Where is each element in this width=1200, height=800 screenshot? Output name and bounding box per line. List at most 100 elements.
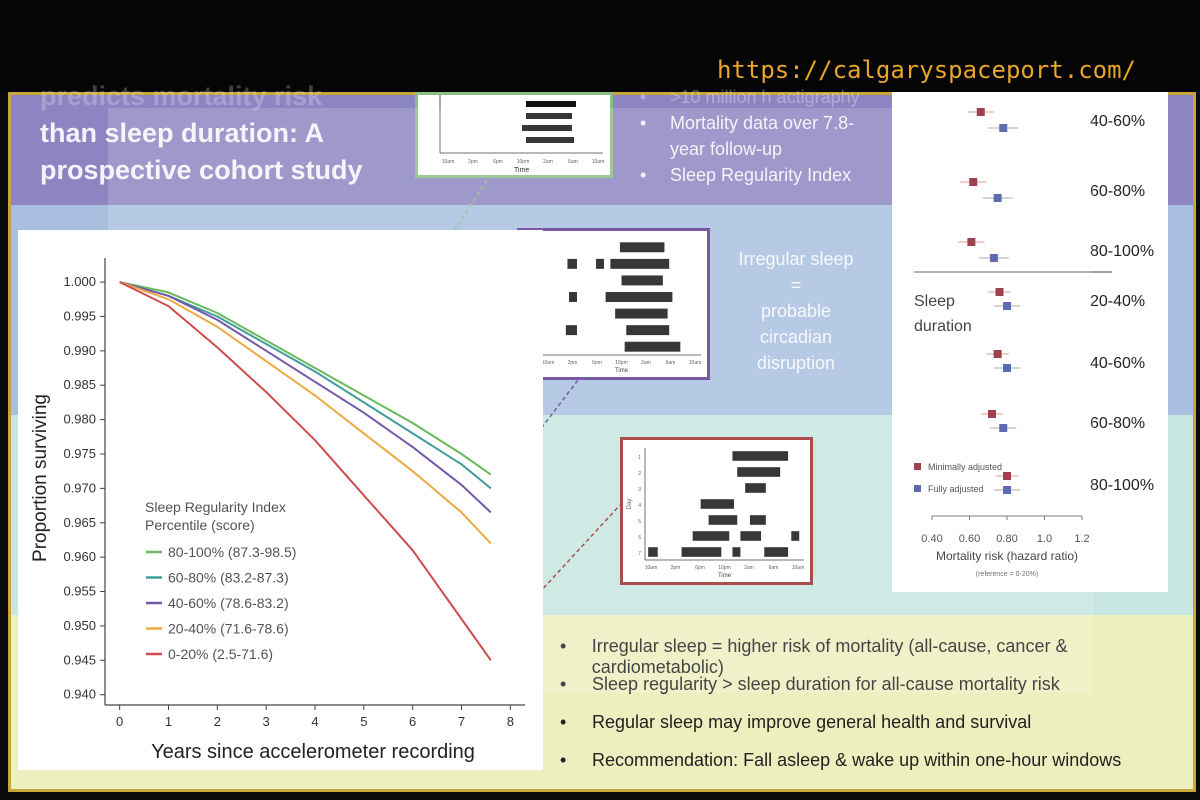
sleep-bar xyxy=(745,483,766,493)
sleep-bar xyxy=(708,515,738,525)
forest-tick-label: 0.60 xyxy=(959,533,980,545)
finding-text: Irregular sleep = higher risk of mortali… xyxy=(591,636,1068,677)
sleep-bar xyxy=(700,499,735,509)
y-tick-label: 0.950 xyxy=(63,618,96,633)
note-line: circadian xyxy=(759,327,833,347)
sleep-bar xyxy=(740,531,762,541)
estimate-min xyxy=(967,238,976,246)
bullet: • xyxy=(640,113,647,133)
methods-list: • >10 million h actigraphy • Mortality dat… xyxy=(640,84,860,188)
note-line: Irregular sleep xyxy=(738,249,854,269)
sleep-bar xyxy=(624,341,681,352)
connector-green xyxy=(359,177,489,379)
x-tick-label: 4 xyxy=(311,714,318,729)
estimate-min xyxy=(976,108,985,116)
time-tick: 2pm xyxy=(568,360,578,366)
legend-label: 20-40% (71.6-78.6) xyxy=(168,621,289,637)
sleep-bar xyxy=(764,547,789,557)
method-text: Sleep Regularity Index xyxy=(670,165,852,185)
time-tick: 2pm xyxy=(671,565,681,571)
actigraphy-low-svg: 1 2 3 4 5 6 7 Day 10am 2pm 6pm 10pm 2am 6am 10am Time xyxy=(627,448,805,579)
forest-tick-label: 1.2 xyxy=(1074,533,1089,545)
bullet: • xyxy=(560,674,567,694)
legend-label: 40-60% (78.6-83.2) xyxy=(168,595,289,611)
sleep-bar xyxy=(569,292,577,302)
y-tick-label: 0.975 xyxy=(63,446,96,461)
sleep-bar xyxy=(596,258,605,269)
note-line: = xyxy=(790,275,802,295)
x-tick-label: 5 xyxy=(360,714,367,729)
time-tick: 10am xyxy=(689,360,702,366)
y-tick-label: 0.990 xyxy=(63,343,96,358)
legend-label: Fully adjusted xyxy=(928,484,984,494)
time-tick: 10pm xyxy=(718,565,731,571)
key-findings: • Irregular sleep = higher risk of mortal… xyxy=(560,636,1200,788)
y-tick-label: 0.940 xyxy=(63,687,96,702)
time-tick: 10am xyxy=(792,565,805,571)
list-item: • Mortality data over 7.8- xyxy=(640,110,860,136)
irregular-sleep-note: Irregular sleep = probable circadian dis… xyxy=(726,246,866,376)
title-line-2: than sleep duration: A xyxy=(40,118,325,148)
y-tick-label: 1.000 xyxy=(63,274,96,289)
forest-tick-label: 0.80 xyxy=(996,533,1017,545)
x-tick-label: 3 xyxy=(263,714,270,729)
time-tick: 6am xyxy=(568,159,578,165)
estimate-full xyxy=(1003,364,1011,372)
actigraphy-panel-very-irregular: 1 2 3 4 5 6 7 Day 10am 2pm 6pm 10pm 2am 6am 10am Time xyxy=(620,437,813,585)
time-tick: 6am xyxy=(666,360,676,366)
forest-row-label: 40-60% xyxy=(1090,113,1145,130)
x-tick-label: 7 xyxy=(458,714,465,729)
duration-title: Sleep xyxy=(914,293,955,310)
day-label: 5 xyxy=(638,519,641,525)
y-axis-label: Proportion surviving xyxy=(30,394,51,562)
connector-red xyxy=(481,504,621,656)
day-label: 4 xyxy=(638,503,641,509)
legend-swatch xyxy=(914,463,921,470)
legend-label: Minimally adjusted xyxy=(928,462,1002,472)
day-label: 6 xyxy=(638,535,641,541)
time-tick: 6pm xyxy=(592,360,602,366)
series-line xyxy=(119,281,492,514)
legend-swatch xyxy=(914,485,921,492)
legend-label: 80-100% (87.3-98.5) xyxy=(168,544,296,560)
sleep-bar xyxy=(732,451,789,461)
duration-title: duration xyxy=(914,318,972,335)
finding-text: Recommendation: Fall asleep & wake up wi… xyxy=(592,750,1122,770)
sleep-bar xyxy=(615,308,668,319)
bullet: • xyxy=(640,87,647,107)
forest-row-label: 80-100% xyxy=(1090,477,1154,494)
estimate-min xyxy=(969,178,978,186)
list-item: year follow-up xyxy=(640,136,860,162)
day-label: 7 xyxy=(638,551,641,557)
bullet: • xyxy=(560,636,567,656)
forest-xlabel: Mortality risk (hazard ratio) xyxy=(936,549,1078,563)
forest-row-label: 80-100% xyxy=(1090,243,1154,260)
bullet: • xyxy=(640,165,647,185)
time-tick: 6pm xyxy=(695,565,705,571)
x-tick-label: 8 xyxy=(507,714,514,729)
time-tick: 2am xyxy=(543,159,553,165)
forest-note: (reference = 0-20%) xyxy=(976,571,1038,578)
day-label: 2 xyxy=(638,471,641,477)
x-tick-label: 6 xyxy=(409,714,416,729)
time-tick: 10am xyxy=(542,360,555,366)
estimate-min xyxy=(1003,472,1011,480)
estimate-full xyxy=(1003,302,1011,310)
panel-ylabel: Day xyxy=(627,499,633,510)
sleep-bar xyxy=(692,531,730,541)
time-tick: 10pm xyxy=(517,159,530,165)
sleep-bar xyxy=(605,292,673,302)
time-tick: 6am xyxy=(769,565,779,571)
list-item: • Sleep regularity > sleep duration for a… xyxy=(560,674,1200,712)
sleep-bar xyxy=(619,242,665,253)
list-item: • Regular sleep may improve general healt… xyxy=(560,712,1200,750)
y-tick-label: 0.995 xyxy=(63,308,96,323)
poster-title: predicts mortality risk than sleep durat… xyxy=(40,78,363,189)
panel-xlabel: Time xyxy=(718,573,732,579)
day-label: 1 xyxy=(638,455,641,461)
y-tick-label: 0.945 xyxy=(63,652,96,667)
y-tick-label: 0.965 xyxy=(63,515,96,530)
estimate-full xyxy=(999,124,1008,132)
x-tick-label: 1 xyxy=(165,714,172,729)
legend-label: 0-20% (2.5-71.6) xyxy=(168,646,273,662)
